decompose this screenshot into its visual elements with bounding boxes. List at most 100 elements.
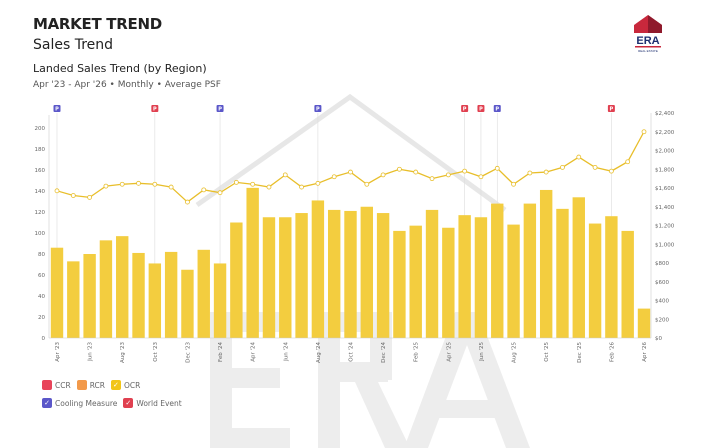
bar xyxy=(344,210,357,338)
left-axis-tick-label: 160 xyxy=(35,168,46,174)
right-axis-tick-label: $1,200 xyxy=(655,224,675,230)
x-axis-tick-label: Apr '24 xyxy=(251,342,257,362)
x-axis-tick-label: Oct '23 xyxy=(153,342,159,362)
psf-point xyxy=(494,165,500,171)
x-axis-tick-label: Dec '25 xyxy=(577,342,583,363)
left-axis-tick-label: 140 xyxy=(35,189,46,195)
right-axis-tick-label: $2,000 xyxy=(655,149,675,155)
psf-point xyxy=(136,180,141,186)
right-axis-tick-label: $1,600 xyxy=(655,186,675,192)
cooling-measure-flag-icon xyxy=(493,105,501,112)
rcr-checkbox[interactable] xyxy=(76,380,87,390)
legend-item-ccr[interactable]: CCR xyxy=(42,380,71,390)
x-axis-tick-label: Aug '25 xyxy=(512,342,518,363)
psf-point xyxy=(201,187,207,193)
legend-item-rcr[interactable]: RCR xyxy=(76,380,105,390)
right-axis-tick-label: $1,800 xyxy=(655,167,675,173)
psf-point xyxy=(70,193,76,198)
x-axis-tick-label: Oct '24 xyxy=(349,342,355,362)
bar xyxy=(67,261,80,338)
legend-item-world-event[interactable]: ✓ World Event xyxy=(123,398,182,408)
legend-label: OCR xyxy=(123,380,141,390)
bar xyxy=(458,215,471,338)
psf-point xyxy=(543,169,549,175)
logo-text: ERA xyxy=(636,35,659,47)
cooling-measure-flag-icon xyxy=(53,105,61,112)
left-axis-tick-label: 120 xyxy=(35,210,46,216)
x-axis-tick-label: Feb '25 xyxy=(414,342,420,362)
psf-point xyxy=(397,166,402,172)
legend-item-cooling-measure[interactable]: ✓ Cooling Measure xyxy=(42,398,117,408)
ccr-checkbox[interactable] xyxy=(42,380,52,390)
logo-subtext: REAL ESTATE xyxy=(638,49,658,53)
legend-item-ocr[interactable]: ✓ OCR xyxy=(110,380,141,390)
bar xyxy=(246,187,259,338)
right-axis-tick-label: $200 xyxy=(655,317,669,323)
cooling-measure-flag-icon xyxy=(216,105,224,112)
bar xyxy=(425,209,439,338)
event-flag-label: P xyxy=(610,107,614,113)
right-axis-tick-label: $400 xyxy=(655,299,669,305)
right-axis-tick-label: $600 xyxy=(655,280,669,286)
x-axis-tick-label: Jun '24 xyxy=(283,342,289,362)
world-event-checkbox[interactable]: ✓ xyxy=(123,398,134,408)
bar xyxy=(181,269,194,338)
x-axis-tick-label: Apr '23 xyxy=(55,342,61,362)
psf-point xyxy=(641,129,647,135)
bar xyxy=(116,236,129,338)
bar xyxy=(262,217,276,338)
bar xyxy=(539,189,553,338)
event-flag-label: P xyxy=(463,107,467,113)
cooling-measure-checkbox[interactable]: ✓ xyxy=(42,398,52,408)
bar xyxy=(637,308,651,338)
x-axis-tick-label: Oct '25 xyxy=(544,342,550,362)
bar xyxy=(409,225,422,338)
x-axis-tick-label: Dec '23 xyxy=(185,342,191,363)
psf-point xyxy=(315,180,321,186)
bar xyxy=(50,247,64,338)
psf-point xyxy=(592,164,598,170)
psf-point xyxy=(511,181,516,187)
bar xyxy=(523,203,537,338)
legend-label: RCR xyxy=(89,380,105,390)
event-flag-label: P xyxy=(479,107,483,113)
bar xyxy=(491,203,504,338)
left-axis-tick-label: 40 xyxy=(38,294,45,300)
bar xyxy=(556,208,569,338)
bar xyxy=(230,222,243,338)
psf-point xyxy=(429,176,435,182)
legend-label: CCR xyxy=(55,380,71,390)
psf-point xyxy=(527,170,533,176)
bar xyxy=(572,197,585,338)
x-axis-tick-label: Aug '24 xyxy=(316,342,322,363)
event-flag-label: P xyxy=(316,107,320,113)
page-subtitle: Sales Trend xyxy=(33,37,114,53)
right-axis-tick-label: $1,000 xyxy=(655,242,675,248)
psf-point xyxy=(185,199,190,205)
bar xyxy=(474,217,488,338)
psf-point xyxy=(380,172,386,178)
event-flag-label: P xyxy=(55,107,59,113)
world-event-flag-icon xyxy=(461,105,469,112)
x-axis-tick-label: Apr '26 xyxy=(642,342,648,362)
psf-point xyxy=(560,164,565,170)
bar xyxy=(621,230,634,338)
right-axis-tick-label: $2,200 xyxy=(655,130,675,136)
psf-line xyxy=(56,131,645,203)
event-flag-label: P xyxy=(218,107,222,113)
page-title: MARKET TREND xyxy=(33,15,162,33)
psf-point xyxy=(152,181,158,187)
x-axis-tick-label: Aug '23 xyxy=(120,342,126,363)
bar xyxy=(393,230,406,338)
psf-point xyxy=(217,190,223,196)
bar xyxy=(279,217,292,338)
bar xyxy=(295,213,308,338)
psf-point xyxy=(331,174,337,180)
bar xyxy=(376,213,390,338)
ocr-checkbox[interactable]: ✓ xyxy=(110,380,121,390)
psf-point xyxy=(576,154,582,160)
bar xyxy=(164,251,178,338)
psf-point xyxy=(625,159,631,165)
left-axis-tick-label: 60 xyxy=(38,273,45,279)
